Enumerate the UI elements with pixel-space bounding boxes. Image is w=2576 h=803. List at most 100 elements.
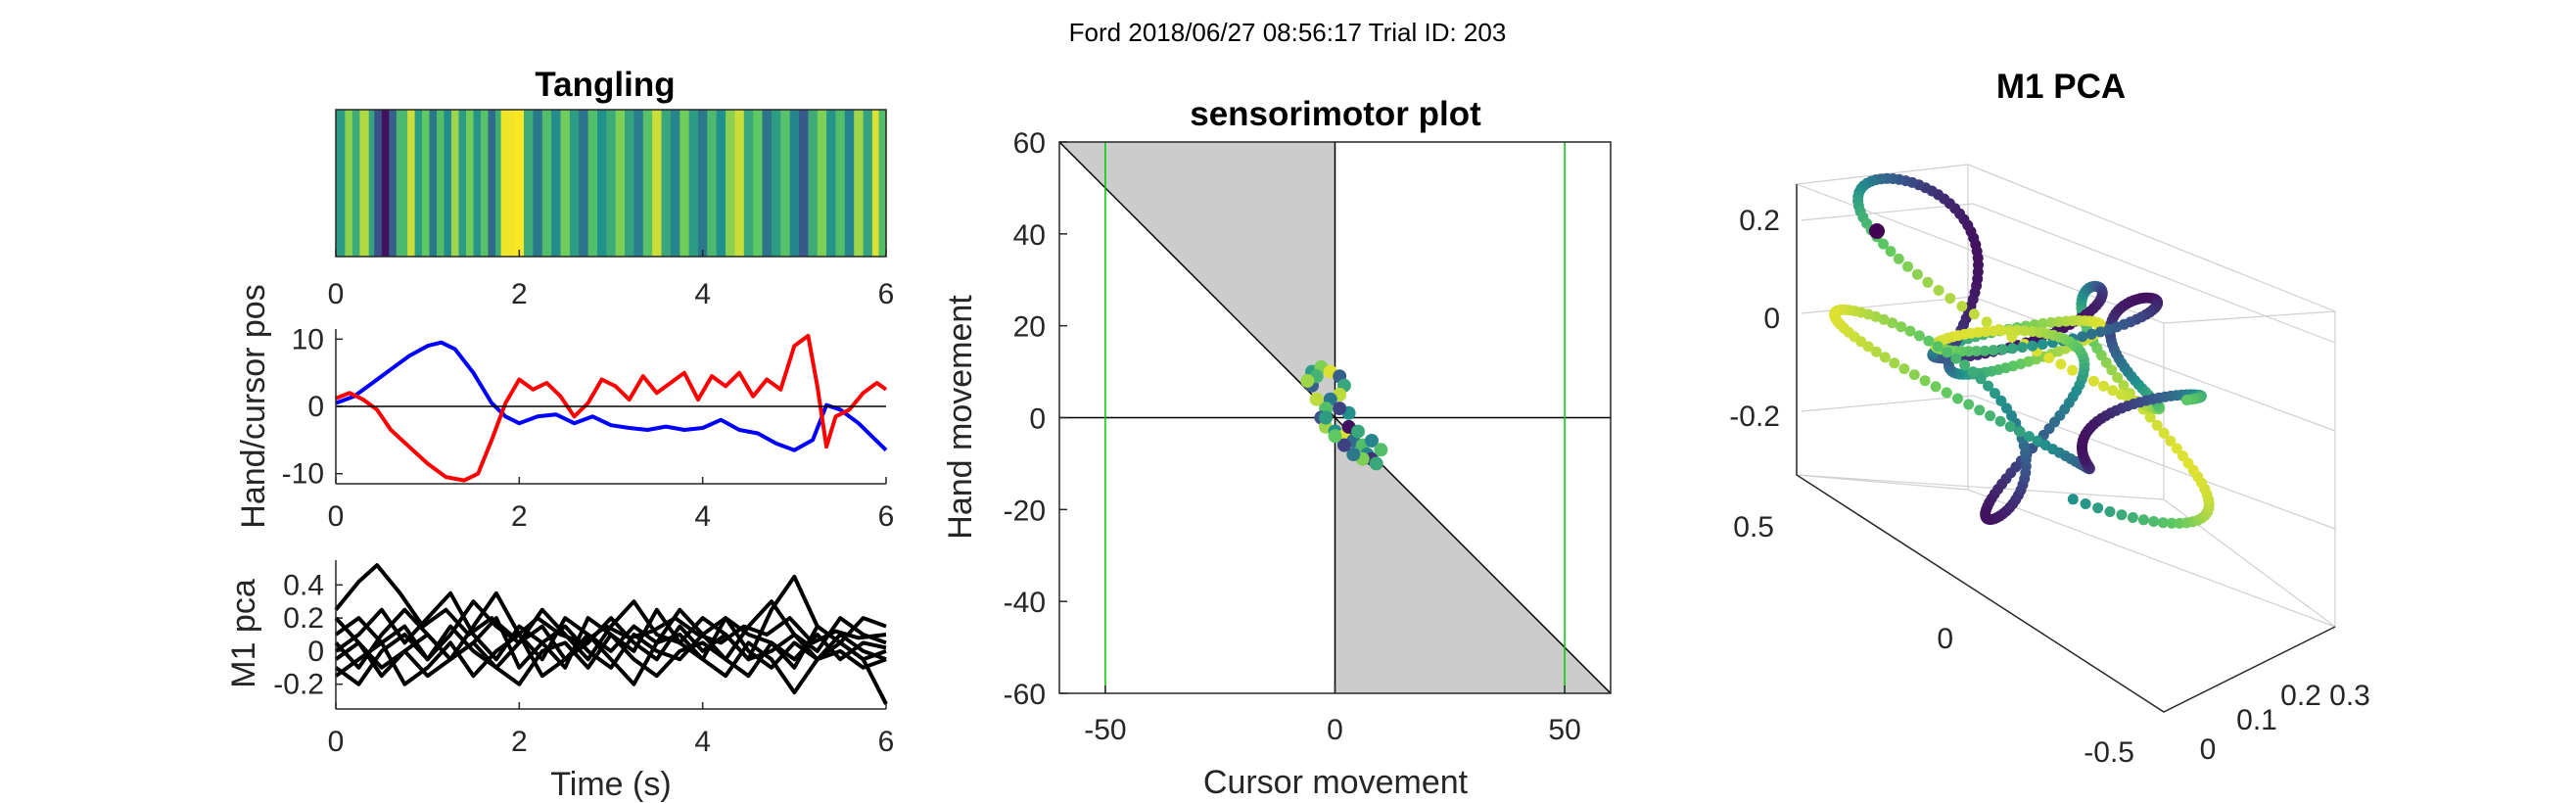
hand-cursor-series-line — [335, 340, 888, 452]
m1-pca-3d-point — [2023, 431, 2035, 443]
m1-pca-3d-point — [2098, 380, 2109, 392]
sensorimotor-y-tick-label: 0 — [1029, 403, 1046, 436]
m1-pca-3d-point — [2014, 426, 2026, 438]
m1-pca-3d-point — [2027, 340, 2038, 352]
tangling-band — [451, 110, 460, 257]
tangling-band — [345, 110, 353, 257]
tangling-band — [863, 110, 873, 257]
m1-pca-3d-point — [2103, 323, 2115, 335]
tangling-band — [437, 110, 445, 257]
m1-pca-3d-point — [1878, 238, 1889, 250]
m1-pca-3d-point — [2085, 328, 2097, 340]
tangling-band — [414, 110, 423, 257]
tangling-band — [396, 110, 408, 257]
tangling-band — [368, 110, 375, 257]
m1-pca-3d-point — [2032, 435, 2043, 447]
m1-pca-3d-point — [1923, 335, 1935, 347]
m1-pca-3d-point — [1893, 253, 1904, 264]
tangling-x-tick-label: 6 — [878, 278, 895, 310]
m1-pca-3d-point — [2045, 316, 2057, 328]
m1-pca-3d-point — [1870, 346, 1882, 357]
m1-pca-3d-point — [2043, 353, 2055, 363]
hand-cursor-lines — [335, 333, 888, 483]
m1-pca-3d-point — [2166, 517, 2178, 529]
m1-pca-3d-point — [2151, 419, 2163, 431]
tangling-band — [698, 110, 708, 257]
m1-pca-y-tick-label: 0.4 — [283, 569, 324, 601]
m1-pca-3d-point — [1932, 341, 1944, 353]
m1-pca-series-line — [334, 633, 887, 695]
tangling-band — [514, 110, 525, 257]
tangling-band — [799, 110, 809, 257]
m1-pca-3d-point — [1985, 410, 1996, 422]
tangling-band — [679, 110, 690, 257]
m1-pca-3d-point — [2055, 358, 2067, 370]
hand-cursor-x-tick-label: 4 — [694, 500, 711, 533]
m1-pca-xlabel: Time (s) — [550, 766, 671, 803]
m1-pca-3d-point — [1889, 357, 1900, 369]
m1-pca-3d-point — [1913, 330, 1925, 342]
sensorimotor-point — [1309, 392, 1324, 406]
tangling-band — [688, 110, 699, 257]
tangling-band — [826, 110, 837, 257]
m1-pca-3d-point — [2092, 502, 2104, 514]
m1-pca-3d-point — [2107, 385, 2119, 397]
figure-suptitle: Ford 2018/06/27 08:56:17 Trial ID: 203 — [1069, 18, 1507, 47]
tangling-band — [351, 110, 360, 257]
tangling-band — [488, 110, 496, 257]
tangling-band — [726, 110, 736, 257]
m1-pca-3d-point — [1930, 381, 1942, 393]
m1-pca-3d-point — [1981, 316, 1992, 328]
tangling-band — [422, 110, 431, 257]
m1-pca-3d-point — [2116, 509, 2128, 521]
tangling-bands — [336, 110, 887, 257]
m1-pca-series-line — [334, 616, 887, 679]
tangling-x-tick-label: 0 — [328, 278, 345, 310]
m1-pca-3d-point — [1896, 321, 1907, 333]
m1-pca-3d-point — [1956, 301, 1968, 312]
m1-pca-x-tick-label: 0 — [328, 726, 345, 758]
m1-pca-3d-point — [2006, 343, 2018, 354]
m1-pca-ylabel: M1 pca — [225, 579, 262, 688]
tangling-band — [560, 110, 571, 257]
tangling-band — [789, 110, 800, 257]
m1-pca-y-tick-label: 0 — [307, 636, 324, 668]
sensorimotor-points — [1300, 359, 1388, 471]
m1-pca-3d-point — [1944, 293, 1956, 305]
m1-pca-3d-point — [1988, 325, 1999, 337]
sensorimotor-x-ticks: -50 0 50 — [1084, 685, 1581, 746]
sensorimotor-x-tick-label: -50 — [1084, 714, 1126, 746]
m1-pca-x-tick-label: 6 — [878, 726, 895, 758]
hand-cursor-series-line — [335, 333, 888, 483]
m1-pca-3d-point — [1979, 345, 1991, 356]
m1-pca-3d-point — [1995, 395, 2007, 406]
tangling-band — [615, 110, 626, 257]
sensorimotor-point — [1333, 402, 1347, 416]
sensorimotor-y-tick-label: 20 — [1013, 311, 1046, 344]
m1-pca-x-ticks: 0 2 4 6 — [328, 702, 895, 758]
sensorimotor-x-tick-label: 50 — [1548, 714, 1580, 746]
m1-pca-3d-start-point — [1869, 223, 1885, 239]
tangling-band — [661, 110, 672, 257]
tangling-band — [753, 110, 764, 257]
tangling-band — [835, 110, 846, 257]
m1-pca-3d-point — [2157, 517, 2169, 529]
m1-pca-3d-point — [2148, 516, 2160, 527]
m1-pca-3d-point — [1963, 399, 1975, 410]
m1-pca-y-ticks: -0.200.20.4 — [273, 569, 343, 701]
tangling-band — [670, 110, 680, 257]
m1-pca-3d-title: M1 PCA — [1996, 68, 2126, 106]
m1-pca-3d-point — [1885, 246, 1897, 258]
tangling-band — [429, 110, 438, 257]
m1-pca-3d-point — [1902, 260, 1913, 272]
hand-cursor-ylabel: Hand/cursor pos — [235, 284, 272, 528]
tangling-band — [743, 110, 754, 257]
tangling-band — [374, 110, 383, 257]
tangling-band — [871, 110, 880, 257]
tangling-band — [458, 110, 467, 257]
m1-pca-3d-x-tick-label: -0.5 — [2084, 736, 2134, 769]
tangling-band — [541, 110, 552, 257]
tangling-band — [762, 110, 773, 257]
tangling-band — [780, 110, 791, 257]
m1-pca-3d-axes — [1796, 184, 2336, 713]
